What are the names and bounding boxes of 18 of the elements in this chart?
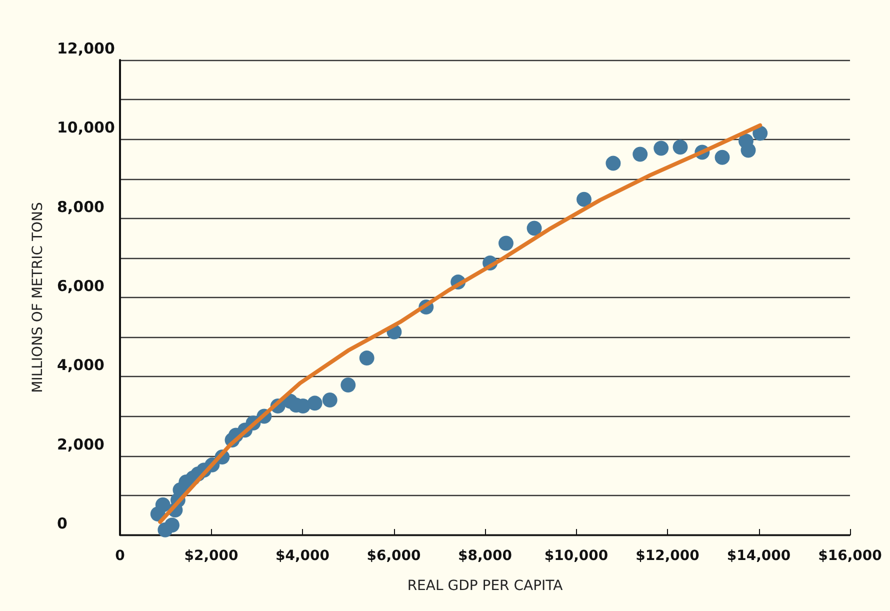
y-axis-title: MILLIONS OF METRIC TONS — [30, 202, 46, 393]
x-tick-label: $14,000 — [726, 548, 791, 564]
x-tick-label: $6,000 — [366, 548, 422, 564]
x-tick-label: $4,000 — [275, 548, 330, 564]
y-tick-label: 12,000 — [57, 40, 115, 58]
x-tick-label: $16,000 — [818, 548, 882, 564]
x-tick-label: $8,000 — [458, 548, 512, 564]
y-tick-label: 6,000 — [57, 277, 104, 295]
y-tick-label: 10,000 — [57, 118, 115, 137]
y-tick-label: 4,000 — [57, 356, 104, 374]
x-axis-title: REAL GDP PER CAPITA — [407, 578, 564, 594]
x-tick-label: $12,000 — [636, 548, 700, 564]
x-tick-label: $10,000 — [544, 548, 608, 564]
x-tick-label: $2,000 — [184, 548, 239, 564]
y-tick-label: 2,000 — [57, 435, 104, 454]
y-tick-label: 0 — [57, 514, 68, 532]
y-tick-label: 8,000 — [57, 198, 104, 216]
x-tick-label: 0 — [115, 548, 126, 564]
